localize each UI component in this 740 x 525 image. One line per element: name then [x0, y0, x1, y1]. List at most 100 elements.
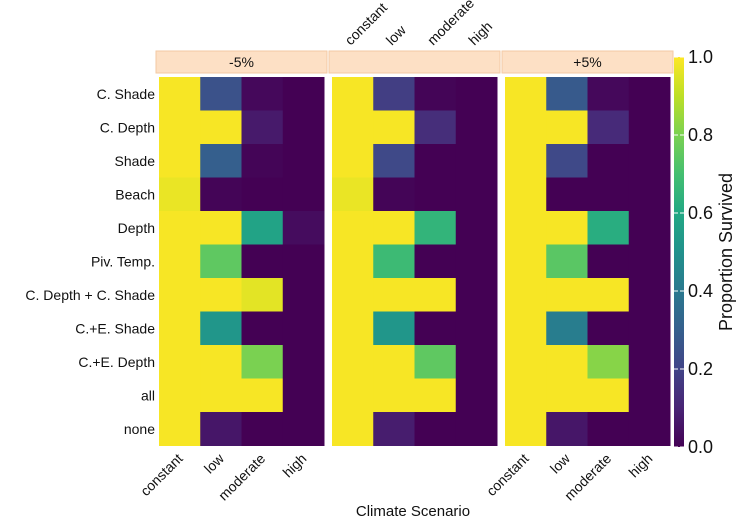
x-tick-label: low — [547, 450, 574, 477]
cell-beach-low — [546, 177, 588, 212]
x-tick-label: low — [201, 450, 228, 477]
cell-all-low — [200, 378, 242, 413]
cell-all-moderate — [241, 378, 284, 413]
cell-depth-constant — [159, 211, 201, 245]
cell-c-e-shade-high — [282, 311, 325, 346]
cell-depth-high — [282, 211, 325, 245]
cell-c-shade-moderate — [587, 77, 630, 111]
cell-piv-temp-low — [546, 244, 588, 279]
cell-c-e-depth-moderate — [414, 345, 457, 379]
cell-none-low — [373, 412, 415, 446]
cell-none-moderate — [414, 412, 457, 446]
cell-c-shade-high — [628, 77, 671, 111]
y-tick-label: C. Depth + C. Shade — [25, 287, 155, 303]
cell-c-e-depth-high — [282, 345, 325, 379]
cell-all-moderate — [414, 378, 457, 413]
cell-depth-low — [373, 211, 415, 245]
cell-c-e-depth-moderate — [241, 345, 284, 379]
x-tick-label: high — [625, 450, 655, 480]
cell-piv-temp-high — [628, 244, 671, 279]
colorbar-tick-label: 0.0 — [688, 437, 713, 457]
cell-c-depth-c-shade-low — [200, 278, 242, 312]
cell-beach-low — [200, 177, 242, 212]
panel-strip-label: -5% — [229, 54, 254, 70]
cell-piv-temp-moderate — [241, 244, 284, 279]
cell-c-shade-constant — [505, 77, 547, 111]
cell-c-e-shade-constant — [332, 311, 374, 346]
cell-shade-high — [628, 144, 671, 178]
cell-c-depth-c-shade-constant — [159, 278, 201, 312]
cell-shade-constant — [332, 144, 374, 178]
cell-piv-temp-constant — [505, 244, 547, 279]
cell-piv-temp-high — [455, 244, 498, 279]
cell-all-high — [282, 378, 325, 413]
panels-layer: -5% +5% — [155, 50, 674, 449]
panel-1: -5% — [155, 50, 328, 449]
cell-depth-constant — [332, 211, 374, 245]
cell-c-e-shade-moderate — [587, 311, 630, 346]
cell-depth-low — [200, 211, 242, 245]
cell-c-e-depth-constant — [332, 345, 374, 379]
cell-all-moderate — [587, 378, 630, 413]
cell-c-e-shade-moderate — [241, 311, 284, 346]
cell-piv-temp-moderate — [414, 244, 457, 279]
cell-shade-high — [282, 144, 325, 178]
y-tick-label: C. Depth — [100, 119, 155, 135]
panel-strip — [501, 50, 674, 74]
cell-c-e-shade-low — [200, 311, 242, 346]
cell-shade-moderate — [414, 144, 457, 178]
x-tick-label: constant — [483, 450, 532, 499]
cell-beach-high — [628, 177, 671, 212]
cell-c-e-depth-moderate — [587, 345, 630, 379]
cell-c-e-depth-constant — [505, 345, 547, 379]
cell-c-shade-high — [455, 77, 498, 111]
cell-none-low — [200, 412, 242, 446]
cell-none-constant — [505, 412, 547, 446]
panel-strip — [328, 50, 501, 74]
cell-none-moderate — [241, 412, 284, 446]
cell-none-high — [628, 412, 671, 446]
cell-shade-low — [373, 144, 415, 178]
cell-beach-constant — [332, 177, 374, 212]
cell-c-depth-c-shade-constant — [332, 278, 374, 312]
cell-c-depth-c-shade-moderate — [587, 278, 630, 312]
colorbar-title: Proportion Survived — [716, 173, 736, 331]
cell-c-depth-high — [455, 110, 498, 145]
y-tick-label: none — [124, 421, 155, 437]
cell-depth-moderate — [414, 211, 457, 245]
colorbar-tick-label: 0.2 — [688, 359, 713, 379]
cell-depth-moderate — [241, 211, 284, 245]
cell-c-e-shade-low — [373, 311, 415, 346]
cell-all-high — [455, 378, 498, 413]
cell-none-low — [546, 412, 588, 446]
cell-none-constant — [332, 412, 374, 446]
cell-c-depth-moderate — [241, 110, 284, 145]
cell-all-low — [373, 378, 415, 413]
cell-c-depth-high — [282, 110, 325, 145]
cell-piv-temp-low — [373, 244, 415, 279]
cell-c-e-shade-low — [546, 311, 588, 346]
cell-shade-low — [200, 144, 242, 178]
cell-c-depth-c-shade-high — [282, 278, 325, 312]
cell-all-constant — [332, 378, 374, 413]
cell-shade-high — [455, 144, 498, 178]
cell-c-e-shade-high — [455, 311, 498, 346]
y-tick-label: Beach — [115, 186, 155, 202]
cell-c-depth-c-shade-low — [373, 278, 415, 312]
cell-shade-moderate — [241, 144, 284, 178]
x-tick-label-top: constant — [341, 0, 390, 48]
cell-c-e-depth-low — [200, 345, 242, 379]
cell-beach-low — [373, 177, 415, 212]
panel-2 — [328, 50, 501, 449]
panel-strip-label: +5% — [573, 54, 601, 70]
cell-c-depth-low — [200, 110, 242, 145]
y-tick-label: Shade — [115, 153, 156, 169]
y-tick-label: C.+E. Shade — [75, 320, 155, 336]
y-tick-label: C. Shade — [97, 86, 156, 102]
x-tick-label: constant — [137, 450, 186, 499]
cell-all-low — [546, 378, 588, 413]
cell-beach-moderate — [587, 177, 630, 212]
cell-beach-constant — [159, 177, 201, 212]
cell-c-e-shade-high — [628, 311, 671, 346]
y-tick-label: Depth — [118, 220, 155, 236]
